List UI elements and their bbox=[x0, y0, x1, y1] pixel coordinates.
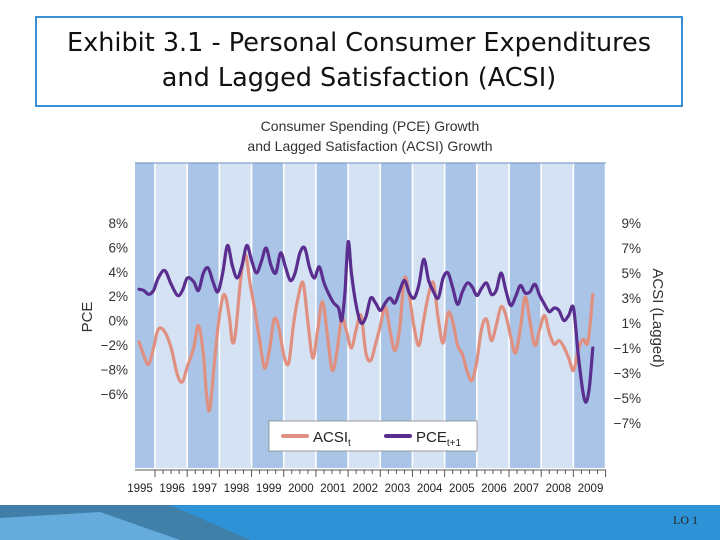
year-band-2005 bbox=[476, 163, 510, 468]
year-band-2006 bbox=[509, 163, 542, 468]
left-tick-label: −6% bbox=[101, 387, 128, 402]
chart-legend: ACSIt PCEt+1 bbox=[268, 420, 478, 452]
right-axis-label: ACSI (Lagged) bbox=[649, 268, 666, 367]
year-band-1999 bbox=[283, 163, 316, 468]
footer-bar bbox=[0, 505, 720, 540]
year-band-2002 bbox=[380, 163, 413, 468]
year-band-1996 bbox=[187, 163, 220, 468]
x-tick-label: 2000 bbox=[288, 483, 314, 495]
series-line-pce-t-1 bbox=[137, 240, 595, 404]
left-tick-label: 4% bbox=[108, 265, 128, 280]
series-lines bbox=[137, 240, 595, 413]
x-tick-label: 2003 bbox=[385, 483, 411, 495]
left-axis: PCE 8% 6% 4% 2% 0% −2% −8% −6% bbox=[79, 216, 128, 402]
slide-title-line2: and Lagged Satisfaction (ACSI) bbox=[161, 63, 557, 93]
x-tick-label: 2001 bbox=[320, 483, 346, 495]
year-band-1995 bbox=[155, 163, 188, 468]
x-tick-label: 2005 bbox=[449, 483, 475, 495]
right-tick-label: −1% bbox=[614, 341, 641, 356]
chart-title-line2: and Lagged Satisfaction (ACSI) Growth bbox=[247, 138, 492, 154]
left-tick-label: 8% bbox=[108, 216, 128, 231]
x-tick-label: 2008 bbox=[546, 483, 572, 495]
x-tick-label: 2009 bbox=[578, 483, 604, 495]
right-tick-label: −7% bbox=[614, 416, 641, 431]
learning-objective-label: LO 1 bbox=[673, 513, 698, 527]
year-band-1997 bbox=[219, 163, 252, 468]
year-band-2001 bbox=[348, 163, 381, 468]
right-tick-label: 5% bbox=[621, 266, 641, 281]
chart-title-line1: Consumer Spending (PCE) Growth bbox=[261, 118, 480, 134]
x-tick-label: 2004 bbox=[417, 483, 443, 495]
slide-title-line1: Exhibit 3.1 - Personal Consumer Expendit… bbox=[67, 28, 651, 58]
right-tick-label: 3% bbox=[621, 291, 641, 306]
right-tick-label: −3% bbox=[614, 366, 641, 381]
x-tick-label: 2007 bbox=[513, 483, 539, 495]
left-axis-label: PCE bbox=[79, 302, 96, 333]
x-tick-label: 1995 bbox=[127, 483, 153, 495]
legend-pce-label: PCEt+1 bbox=[416, 429, 461, 449]
x-tick-label: 1998 bbox=[224, 483, 250, 495]
series-line-acsi-t bbox=[137, 252, 595, 413]
left-tick-label: 2% bbox=[108, 289, 128, 304]
x-tick-label: 1996 bbox=[159, 483, 185, 495]
x-tick-label: 1997 bbox=[192, 483, 218, 495]
slide-title: Exhibit 3.1 - Personal Consumer Expendit… bbox=[35, 16, 683, 107]
chart-title: Consumer Spending (PCE) Growth and Lagge… bbox=[247, 118, 492, 154]
right-tick-label: 7% bbox=[621, 241, 641, 256]
x-tick-label: 2006 bbox=[481, 483, 507, 495]
left-tick-label: −8% bbox=[101, 362, 128, 377]
right-tick-label: 1% bbox=[621, 316, 641, 331]
footer-accent-light bbox=[0, 512, 180, 540]
year-bands bbox=[135, 163, 607, 468]
right-tick-label: 9% bbox=[621, 216, 641, 231]
right-axis: ACSI (Lagged) 9% 7% 5% 3% 1% −1% −3% −5% −7% bbox=[614, 216, 666, 431]
x-axis: 1995 1996 1997 1998 1999 2000 2001 2002 2003 2004… bbox=[127, 469, 607, 495]
left-tick-label: −2% bbox=[101, 338, 128, 353]
right-tick-label: −5% bbox=[614, 391, 641, 406]
x-tick-label: 2002 bbox=[352, 483, 378, 495]
x-tick-label: 1999 bbox=[256, 483, 282, 495]
left-tick-label: 0% bbox=[108, 314, 128, 329]
left-tick-label: 6% bbox=[108, 240, 128, 255]
year-band-start bbox=[135, 163, 155, 468]
legend-acsi-label: ACSIt bbox=[313, 429, 351, 449]
